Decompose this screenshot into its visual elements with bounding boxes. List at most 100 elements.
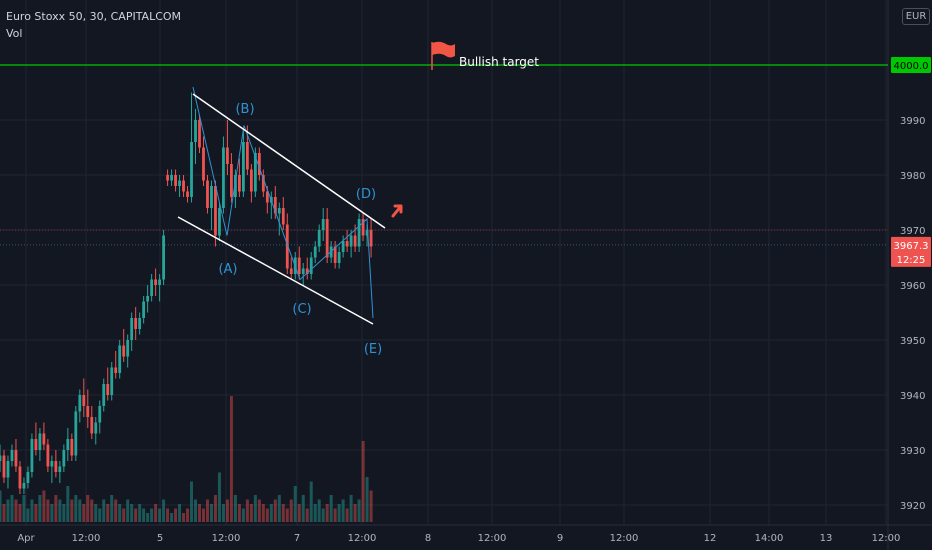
volume-bar	[221, 504, 225, 522]
volume-bar	[158, 508, 162, 522]
candle-body	[134, 318, 138, 329]
volume-bar	[90, 499, 94, 522]
volume-bar	[42, 490, 46, 522]
candle-body	[289, 268, 293, 274]
candle-body	[273, 197, 277, 214]
volume-bar	[162, 499, 166, 522]
volume-bar	[74, 495, 78, 522]
volume-bar	[229, 396, 233, 522]
bar-countdown-timer: 12:25	[897, 255, 926, 266]
candle-body	[54, 461, 58, 472]
candle-body	[198, 120, 201, 148]
volume-bar	[309, 481, 313, 522]
wave-label: (B)	[235, 102, 254, 117]
candle-body	[218, 208, 221, 236]
target-price-tag: 4000.0	[894, 61, 929, 72]
candle-body	[281, 208, 285, 225]
candle-body	[130, 318, 134, 340]
candle-body	[249, 169, 253, 192]
candle-body	[138, 318, 142, 329]
candle-body	[297, 257, 301, 274]
x-tick-label: Apr	[17, 533, 35, 544]
candle-body	[34, 439, 38, 450]
volume-indicator-label[interactable]: Vol	[6, 27, 23, 40]
candle-body	[78, 395, 82, 412]
volume-bar	[98, 508, 102, 522]
x-tick-label: 7	[294, 533, 300, 544]
candle-body	[126, 340, 130, 357]
candle-body	[10, 450, 14, 461]
candle-body	[94, 422, 98, 434]
symbol-title[interactable]: Euro Stoxx 50, 30, CAPITALCOM	[6, 10, 182, 23]
volume-bar	[106, 504, 110, 522]
volume-bar	[265, 508, 269, 522]
candle-body	[241, 142, 245, 192]
volume-bar	[46, 499, 50, 522]
candle-body	[178, 180, 181, 186]
candle-body	[114, 367, 118, 373]
volume-bar	[285, 508, 289, 522]
volume-bar	[201, 508, 205, 522]
volume-bar	[257, 499, 261, 522]
candle-body	[174, 175, 177, 186]
candle-body	[349, 235, 353, 247]
candle-body	[0, 455, 2, 461]
candle-body	[118, 345, 122, 373]
volume-bar	[269, 504, 273, 522]
candle-body	[190, 142, 193, 197]
candle-body	[14, 450, 18, 467]
candle-body	[82, 395, 86, 406]
volume-bar	[313, 504, 317, 522]
currency-button[interactable]: EUR	[902, 8, 930, 25]
candle-body	[337, 252, 341, 263]
volume-bar	[86, 495, 90, 522]
candle-body	[285, 224, 289, 269]
candle-body	[86, 406, 90, 417]
candle-body	[2, 455, 6, 478]
candle-body	[38, 433, 42, 450]
candle-body	[253, 153, 257, 192]
flag-cloth	[432, 41, 455, 58]
volume-bar	[142, 508, 146, 522]
candle-body	[158, 279, 161, 285]
volume-bar	[237, 504, 241, 522]
candle-body	[18, 466, 22, 489]
candle-body	[345, 241, 349, 247]
candle-body	[222, 147, 225, 208]
target-label: Bullish target	[459, 55, 539, 69]
candle-body	[238, 175, 241, 192]
volume-bar	[245, 499, 249, 522]
volume-bar	[126, 499, 130, 522]
volume-bar	[361, 441, 365, 522]
candle-body	[194, 120, 197, 142]
y-tick-label: 3990	[900, 116, 925, 127]
volume-bar	[349, 495, 353, 522]
volume-bar	[365, 477, 369, 522]
candle-body	[58, 466, 62, 472]
volume-bar	[225, 499, 229, 522]
channel-upper-line	[192, 93, 386, 229]
volume-bar	[82, 504, 86, 522]
volume-bar	[102, 499, 106, 522]
volume-bar	[150, 508, 154, 522]
volume-bar	[118, 504, 122, 522]
candle-body	[50, 461, 54, 467]
wave-label: (D)	[356, 187, 376, 202]
volume-bar	[170, 513, 174, 522]
volume-bar	[369, 490, 373, 522]
volume-bar	[297, 504, 301, 522]
wave-label: (A)	[218, 262, 237, 277]
candle-body	[26, 472, 30, 483]
volume-bar	[301, 495, 305, 522]
candle-body	[90, 417, 94, 434]
current-price-tag-bg	[891, 236, 931, 267]
volume-bar	[6, 499, 10, 522]
volume-bar	[10, 495, 14, 522]
candle-body	[202, 147, 205, 181]
volume-bar	[14, 499, 18, 522]
volume-bar	[317, 499, 321, 522]
candle-body	[186, 191, 189, 197]
volume-bar	[198, 504, 201, 522]
candle-body	[321, 219, 325, 230]
